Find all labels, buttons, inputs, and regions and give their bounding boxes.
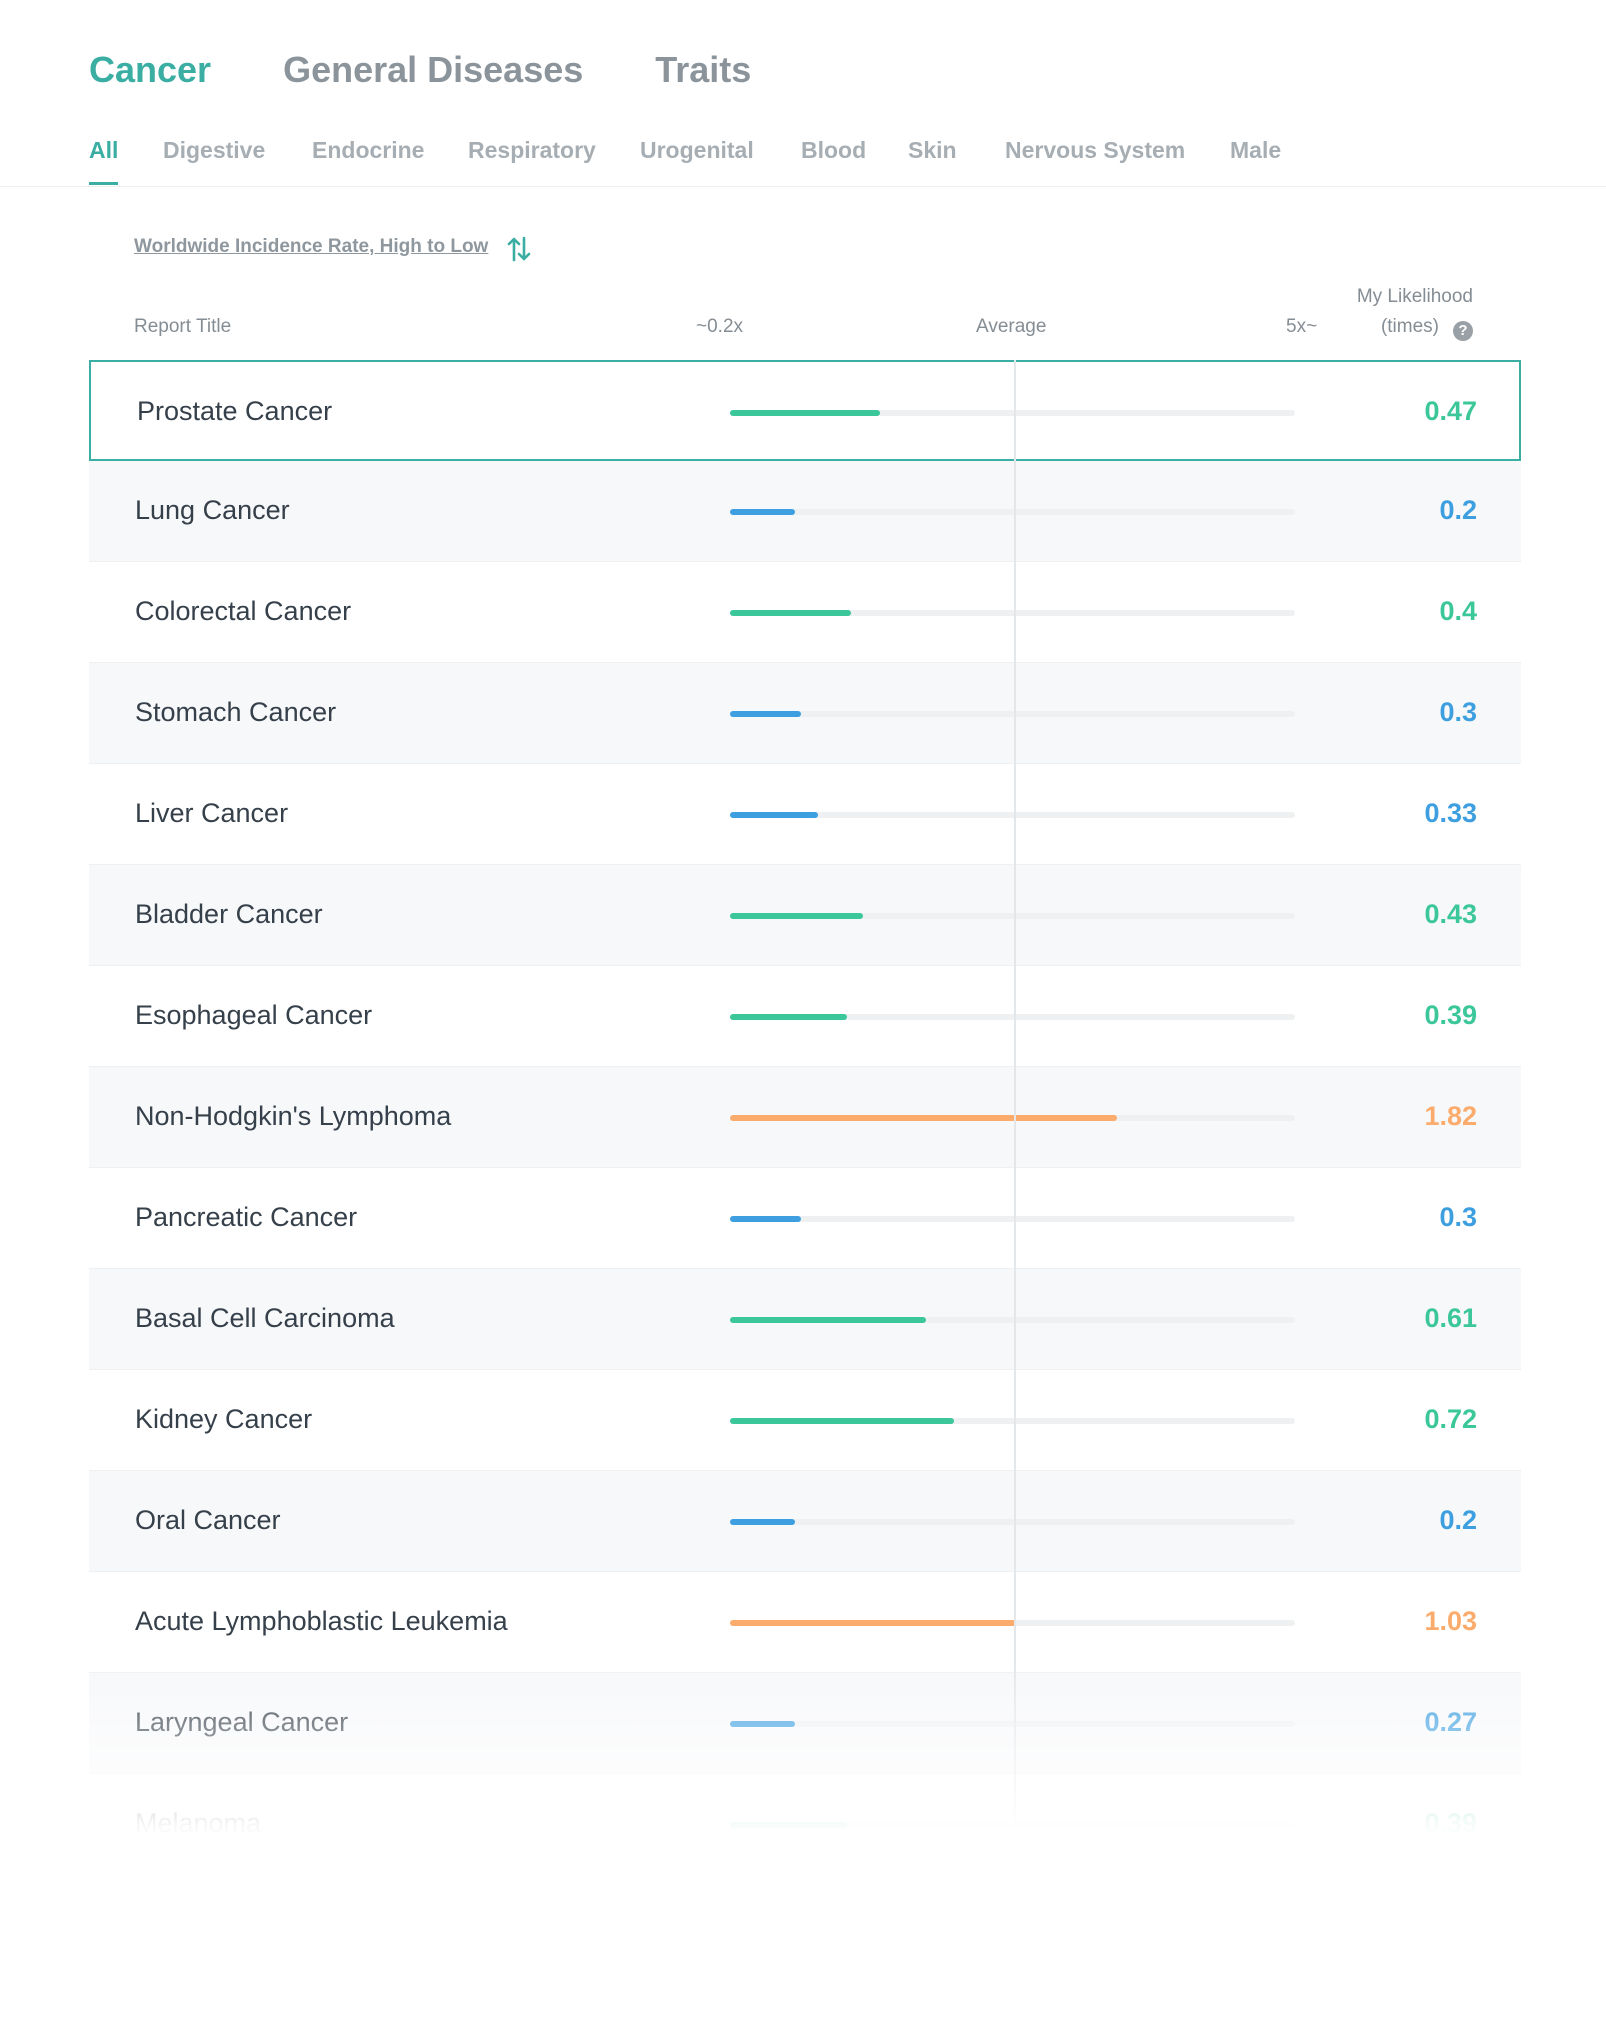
likelihood-bar-fill xyxy=(730,913,863,919)
subtab-blood[interactable]: Blood xyxy=(801,137,867,163)
subtab-skin[interactable]: Skin xyxy=(908,137,957,163)
likelihood-bar-fill xyxy=(730,410,880,416)
tab-general-diseases[interactable]: General Diseases xyxy=(283,49,584,90)
likelihood-value: 0.47 xyxy=(1424,396,1477,426)
likelihood-bar-track xyxy=(730,610,1295,616)
subcategory-tabs: All Digestive Endocrine Respiratory Urog… xyxy=(0,120,1606,187)
likelihood-bar-fill xyxy=(730,1317,927,1323)
sort-arrows-icon[interactable] xyxy=(507,236,531,262)
subtab-all[interactable]: All xyxy=(89,132,119,185)
likelihood-bar-track xyxy=(730,711,1295,717)
column-report-title: Report Title xyxy=(134,316,232,337)
report-row[interactable]: Stomach Cancer 0.3 xyxy=(89,663,1521,764)
column-likelihood-unit: (times) xyxy=(1380,316,1439,337)
report-row[interactable]: Lung Cancer 0.2 xyxy=(89,461,1521,562)
report-title: Basal Cell Carcinoma xyxy=(135,1303,395,1333)
likelihood-bar-track xyxy=(730,1418,1295,1424)
likelihood-value: 0.2 xyxy=(1439,1505,1477,1535)
likelihood-bar-fill xyxy=(730,1721,795,1727)
likelihood-value: 0.43 xyxy=(1424,899,1477,929)
sort-link[interactable]: Worldwide Incidence Rate, High to Low xyxy=(134,236,489,257)
likelihood-bar-fill xyxy=(730,812,818,818)
likelihood-bar-fill xyxy=(730,509,795,515)
page-bottom xyxy=(0,1840,1606,2040)
report-title: Non-Hodgkin's Lymphoma xyxy=(135,1101,452,1131)
likelihood-bar-track xyxy=(730,812,1295,818)
report-title: Kidney Cancer xyxy=(135,1404,313,1434)
report-title: Laryngeal Cancer xyxy=(135,1707,349,1737)
column-high-label: 5x~ xyxy=(1286,316,1318,337)
likelihood-bar-track xyxy=(730,1822,1295,1828)
question-circle-icon[interactable]: ? xyxy=(1453,321,1473,341)
report-title: Stomach Cancer xyxy=(135,697,337,727)
likelihood-bar-track xyxy=(730,1620,1295,1626)
tab-traits[interactable]: Traits xyxy=(655,49,752,90)
likelihood-value: 0.61 xyxy=(1424,1303,1477,1333)
report-row[interactable]: Bladder Cancer 0.43 xyxy=(89,865,1521,966)
report-title: Oral Cancer xyxy=(135,1505,281,1535)
likelihood-bar-fill xyxy=(730,711,801,717)
likelihood-bar-track xyxy=(730,1721,1295,1727)
column-likelihood-label: My Likelihood xyxy=(1356,286,1473,307)
column-low-label: ~0.2x xyxy=(696,316,744,337)
subtab-respiratory[interactable]: Respiratory xyxy=(468,137,596,163)
subtab-urogenital[interactable]: Urogenital xyxy=(640,137,754,163)
likelihood-bar-fill xyxy=(730,1519,795,1525)
subtab-male[interactable]: Male xyxy=(1230,137,1282,163)
likelihood-value: 0.4 xyxy=(1439,596,1477,626)
likelihood-bar-fill xyxy=(730,1822,847,1828)
report-row[interactable]: Kidney Cancer 0.72 xyxy=(89,1370,1521,1471)
report-row[interactable]: Acute Lymphoblastic Leukemia 1.03 xyxy=(89,1572,1521,1673)
likelihood-value: 0.72 xyxy=(1424,1404,1477,1434)
report-row[interactable]: Pancreatic Cancer 0.3 xyxy=(89,1168,1521,1269)
average-line xyxy=(1014,360,1016,1825)
subtab-nervous-system[interactable]: Nervous System xyxy=(1005,137,1186,163)
report-row[interactable]: Liver Cancer 0.33 xyxy=(89,764,1521,865)
likelihood-value: 0.3 xyxy=(1439,1202,1477,1232)
report-row[interactable]: Basal Cell Carcinoma 0.61 xyxy=(89,1269,1521,1370)
likelihood-bar-fill xyxy=(730,1014,847,1020)
report-title: Liver Cancer xyxy=(135,798,289,828)
likelihood-bar-fill xyxy=(730,1418,955,1424)
report-title: Prostate Cancer xyxy=(137,396,333,426)
likelihood-bar-fill xyxy=(730,1216,801,1222)
likelihood-bar-track xyxy=(730,1014,1295,1020)
report-row[interactable]: Laryngeal Cancer 0.27 xyxy=(89,1673,1521,1774)
report-title: Colorectal Cancer xyxy=(135,596,352,626)
report-title: Pancreatic Cancer xyxy=(135,1202,358,1232)
column-average-label: Average xyxy=(976,316,1047,337)
tab-cancer[interactable]: Cancer xyxy=(89,49,212,90)
report-list: Prostate Cancer 0.47 Lung Cancer 0.2 Colorec… xyxy=(89,360,1521,1875)
likelihood-bar-track xyxy=(730,1216,1295,1222)
likelihood-value: 0.2 xyxy=(1439,495,1477,525)
subtab-endocrine[interactable]: Endocrine xyxy=(312,137,425,163)
likelihood-value: 1.82 xyxy=(1424,1101,1477,1131)
report-row[interactable]: Oral Cancer 0.2 xyxy=(89,1471,1521,1572)
likelihood-bar-track xyxy=(730,913,1295,919)
likelihood-bar-fill xyxy=(730,1620,1017,1626)
report-title: Bladder Cancer xyxy=(135,899,323,929)
report-row[interactable]: Prostate Cancer 0.47 xyxy=(89,360,1521,461)
likelihood-bar-track xyxy=(730,1115,1295,1121)
likelihood-bar-track xyxy=(730,1519,1295,1525)
likelihood-bar-track xyxy=(730,410,1295,416)
likelihood-value: 1.03 xyxy=(1424,1606,1477,1636)
report-row[interactable]: Colorectal Cancer 0.4 xyxy=(89,562,1521,663)
likelihood-value: 0.33 xyxy=(1424,798,1477,828)
likelihood-bar-track xyxy=(730,509,1295,515)
report-row[interactable]: Esophageal Cancer 0.39 xyxy=(89,966,1521,1067)
likelihood-bar-track xyxy=(730,1317,1295,1323)
likelihood-value: 0.27 xyxy=(1424,1707,1477,1737)
category-tabs: Cancer General Diseases Traits xyxy=(89,40,823,100)
likelihood-value: 0.39 xyxy=(1424,1000,1477,1030)
likelihood-value: 0.3 xyxy=(1439,697,1477,727)
likelihood-bar-fill xyxy=(730,610,852,616)
report-title: Acute Lymphoblastic Leukemia xyxy=(135,1606,508,1636)
report-title: Lung Cancer xyxy=(135,495,290,525)
likelihood-bar-fill xyxy=(730,1115,1118,1121)
subtab-digestive[interactable]: Digestive xyxy=(163,137,266,163)
report-row[interactable]: Non-Hodgkin's Lymphoma 1.82 xyxy=(89,1067,1521,1168)
report-title: Esophageal Cancer xyxy=(135,1000,373,1030)
